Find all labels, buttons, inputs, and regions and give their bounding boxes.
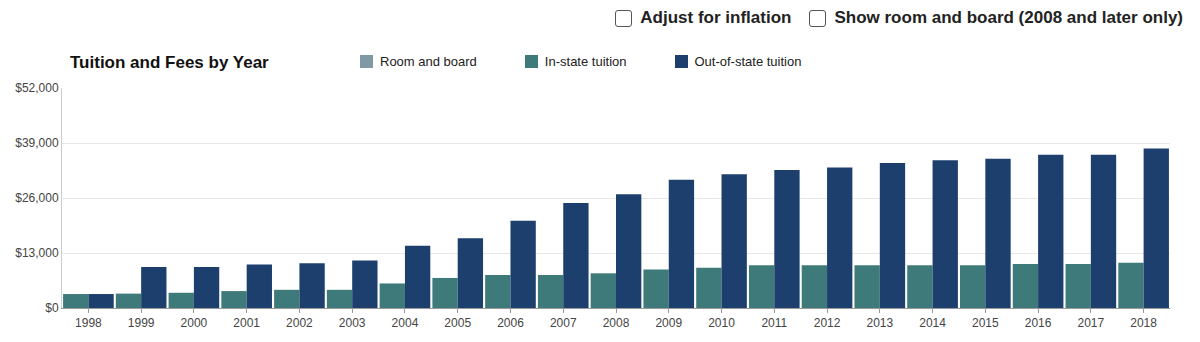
svg-text:$13,000: $13,000 <box>15 246 59 260</box>
html-text:Out-of-state tuition: Out-of-state tuition <box>694 54 802 69</box>
svg-text:2005: 2005 <box>444 316 471 330</box>
svg-text:2004: 2004 <box>392 316 419 330</box>
svg-text:2010: 2010 <box>708 316 735 330</box>
svg-text:2009: 2009 <box>655 316 682 330</box>
html-text:Adjust for inflation: Adjust for inflation <box>640 8 792 27</box>
svg-text:2000: 2000 <box>181 316 208 330</box>
svg-text:$0: $0 <box>45 301 59 315</box>
svg-text:1998: 1998 <box>75 316 102 330</box>
svg-text:2015: 2015 <box>972 316 999 330</box>
svg-text:2001: 2001 <box>233 316 260 330</box>
svg-text:$39,000: $39,000 <box>15 136 59 150</box>
html-text:Room and board: Room and board <box>380 54 477 69</box>
svg-text:2008: 2008 <box>603 316 630 330</box>
html-text:In-state tuition: In-state tuition <box>544 54 627 69</box>
svg-text:2007: 2007 <box>550 316 577 330</box>
svg-text:2016: 2016 <box>1025 316 1052 330</box>
svg-text:2012: 2012 <box>814 316 841 330</box>
svg-text:$26,000: $26,000 <box>15 191 59 205</box>
svg-text:2018: 2018 <box>1130 316 1157 330</box>
svg-text:1999: 1999 <box>128 316 155 330</box>
svg-text:2013: 2013 <box>866 316 893 330</box>
svg-text:$52,000: $52,000 <box>15 81 59 95</box>
svg-text:2014: 2014 <box>919 316 946 330</box>
svg-text:2006: 2006 <box>497 316 524 330</box>
svg-text:2002: 2002 <box>286 316 313 330</box>
html-text:Show room and board (2008 and: Show room and board (2008 and later only… <box>834 8 1183 27</box>
svg-text:Tuition and Fees by Year: Tuition and Fees by Year <box>70 53 269 72</box>
svg-text:2017: 2017 <box>1078 316 1105 330</box>
svg-text:2011: 2011 <box>761 316 787 330</box>
svg-text:2003: 2003 <box>339 316 366 330</box>
